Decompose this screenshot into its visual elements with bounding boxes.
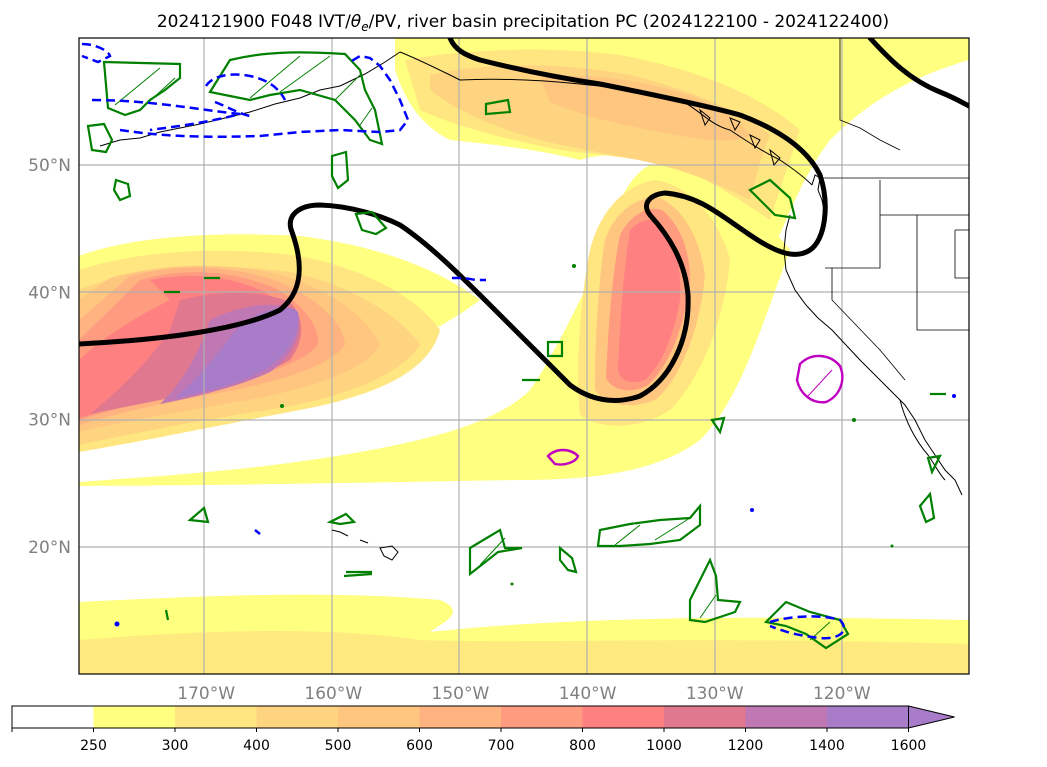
colorbar-swatch — [12, 706, 94, 728]
colorbar-tick-label: 1000 — [646, 738, 682, 754]
map-frame — [78, 37, 970, 675]
colorbar-tick-label: 700 — [488, 738, 515, 754]
colorbar-tick-label: 250 — [80, 738, 107, 754]
colorbar-swatch — [93, 706, 176, 728]
title-theta: θ — [351, 12, 362, 32]
colorbar-swatch — [338, 706, 420, 728]
colorbar-tick-label: 400 — [243, 738, 270, 754]
lon-tick-label: 170°W — [177, 684, 235, 704]
colorbar-tick-label: 1400 — [809, 738, 845, 754]
colorbar-frame — [11, 705, 909, 729]
pv-contour-northeast — [867, 38, 969, 109]
colorbar: 250 300 400 500 600 700 800 1000 1200 1400 1600 — [11, 705, 955, 754]
precip-dots — [114, 264, 956, 627]
colorbar-tick-label: 300 — [162, 738, 189, 754]
colorbar-tick-label: 600 — [406, 738, 433, 754]
colorbar-swatch — [501, 706, 583, 728]
colorbar-swatch — [827, 706, 909, 728]
ivt-north-band — [395, 38, 969, 255]
political-borders — [820, 38, 969, 381]
title-prefix: 2024121900 F048 IVT/ — [157, 12, 351, 32]
colorbar-extend-arrow — [908, 705, 955, 729]
lon-tick-label: 130°W — [686, 684, 744, 704]
lon-tick-label: 140°W — [559, 684, 617, 704]
colorbar-swatch — [745, 706, 828, 728]
lon-tick-label: 120°W — [813, 684, 871, 704]
pv-contours — [79, 38, 969, 403]
lon-tick-label: 160°W — [304, 684, 362, 704]
colorbar-tick-label: 500 — [325, 738, 352, 754]
longitude-labels: 170°W 160°W 150°W 140°W 130°W 120°W — [177, 684, 871, 704]
precip-contours-green — [86, 51, 946, 650]
colorbar-tick-label: 800 — [569, 738, 596, 754]
colorbar-swatch — [582, 706, 665, 728]
map-title: 2024121900 F048 IVT/θe/PV, river basin p… — [157, 12, 889, 34]
pv-contour-main — [79, 38, 828, 403]
ivt-south-band — [79, 594, 969, 674]
lat-tick-label: 30°N — [28, 411, 71, 431]
map-gridlines — [79, 38, 969, 674]
latitude-labels: 50°N 40°N 30°N 20°N — [28, 156, 71, 558]
colorbar-swatch — [664, 706, 746, 728]
title-suffix: /PV, river basin precipitation PC (20241… — [369, 12, 890, 32]
precip-contours-magenta — [546, 354, 844, 466]
lon-tick-label: 150°W — [432, 684, 490, 704]
lat-tick-label: 50°N — [28, 156, 71, 176]
colorbar-tick-label: 1600 — [891, 738, 927, 754]
precip-contours-blue — [81, 42, 846, 640]
lat-tick-label: 40°N — [28, 283, 71, 303]
lat-tick-label: 20°N — [28, 538, 71, 558]
map-area — [79, 38, 969, 674]
colorbar-swatch — [419, 706, 502, 728]
colorbar-tick-label: 1200 — [728, 738, 764, 754]
colorbar-swatch — [256, 706, 339, 728]
title-theta-sub: e — [361, 20, 368, 34]
colorbar-swatch — [175, 706, 257, 728]
